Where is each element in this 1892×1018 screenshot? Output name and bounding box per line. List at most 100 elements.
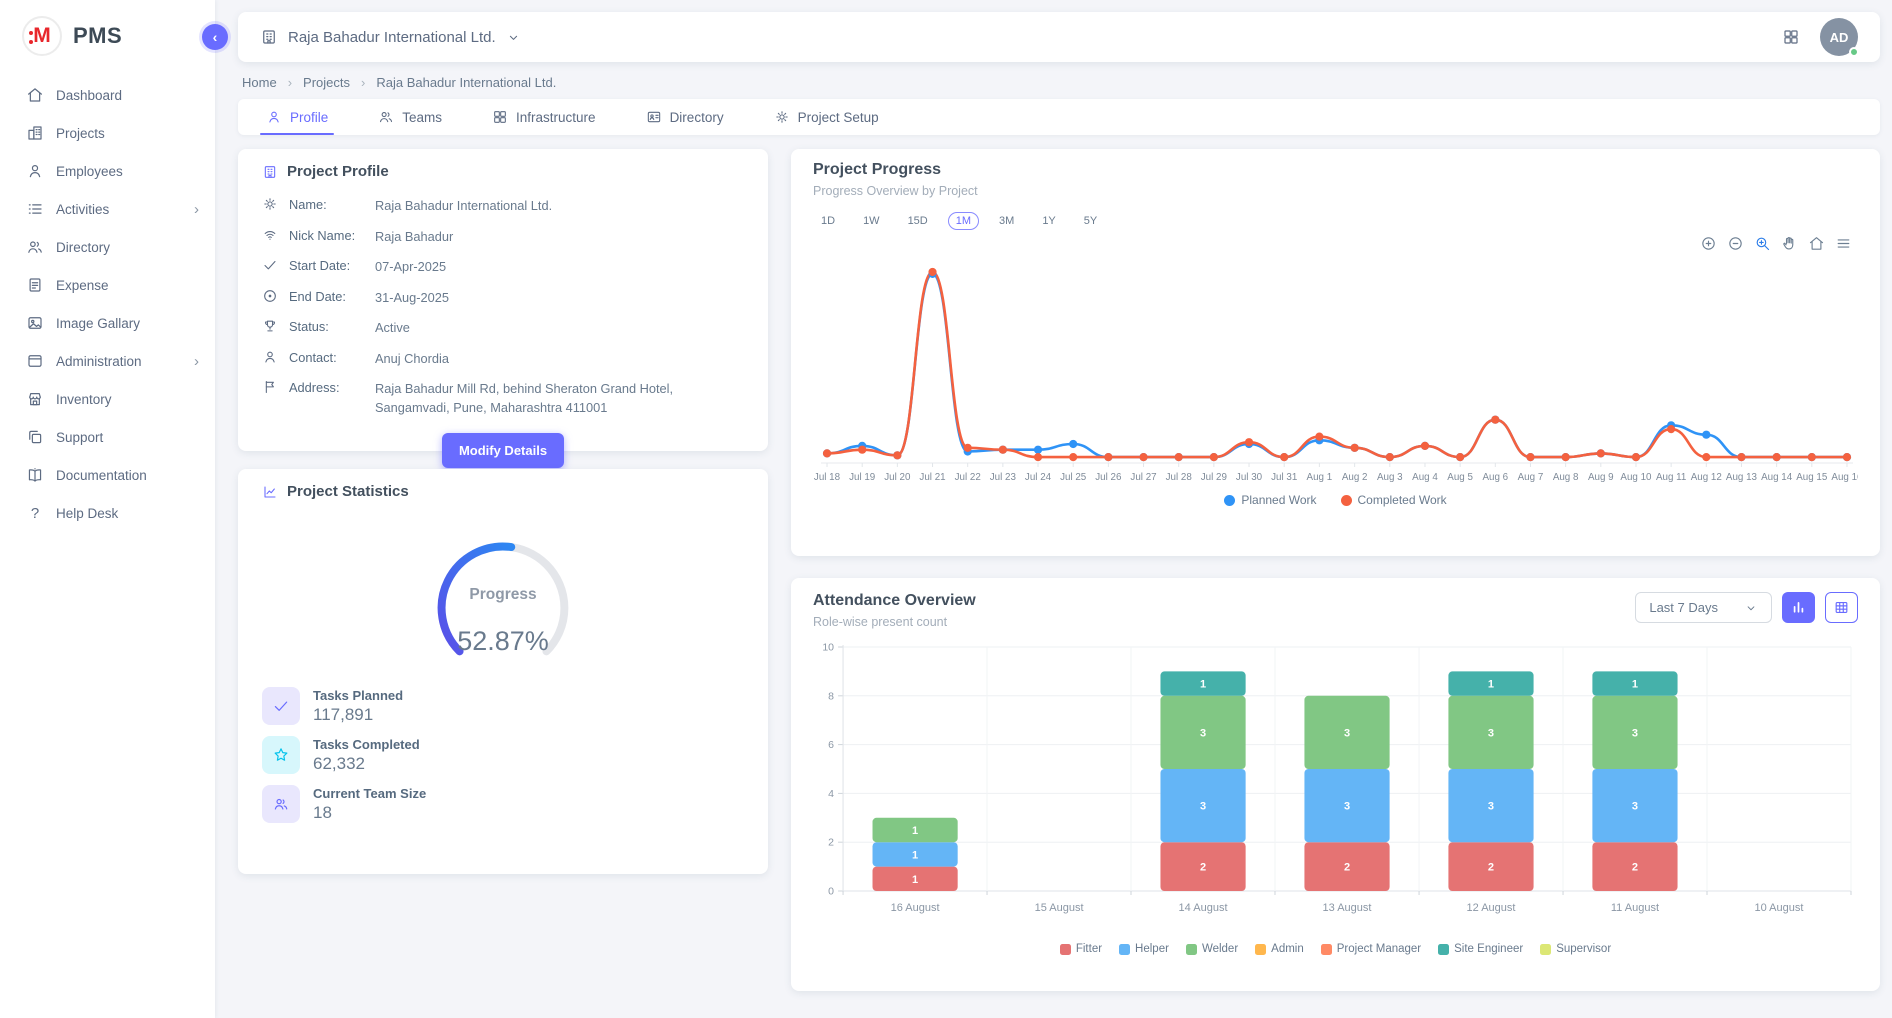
range-5y[interactable]: 5Y [1076, 212, 1105, 230]
sidebar-item-employees[interactable]: Employees [0, 152, 215, 190]
pan-hand-icon[interactable] [1781, 235, 1798, 252]
building-icon [262, 164, 278, 180]
svg-text:Jul 31: Jul 31 [1271, 472, 1297, 483]
svg-text:3: 3 [1200, 727, 1206, 739]
home-reset-icon[interactable] [1808, 235, 1825, 252]
legend-item[interactable]: Completed Work [1341, 493, 1447, 507]
app-logo-text: PMS [73, 23, 122, 49]
main-content: Raja Bahadur International Ltd. AD Home … [215, 0, 1892, 1018]
tab-teams[interactable]: Teams [378, 99, 442, 135]
legend-item[interactable]: Planned Work [1224, 493, 1316, 507]
table-icon [1833, 599, 1850, 616]
svg-text:Aug 6: Aug 6 [1482, 472, 1508, 483]
range-1d[interactable]: 1D [813, 212, 843, 230]
svg-text:Aug 9: Aug 9 [1588, 472, 1614, 483]
svg-text:Aug 16: Aug 16 [1831, 472, 1858, 483]
stats-card-title: Project Statistics [287, 483, 409, 500]
progress-gauge: Progress 52.87% [413, 524, 593, 676]
svg-text:1: 1 [1488, 679, 1494, 691]
sidebar-item-dashboard[interactable]: Dashboard [0, 76, 215, 114]
profile-field-end-date: End Date:31-Aug-2025 [262, 289, 744, 308]
breadcrumb-projects[interactable]: Projects [303, 75, 350, 90]
legend-item[interactable]: Admin [1255, 943, 1304, 955]
progress-card-title: Project Progress [813, 161, 1858, 179]
svg-text:Aug 14: Aug 14 [1761, 472, 1793, 483]
signal-icon [262, 227, 278, 243]
svg-text:Aug 15: Aug 15 [1796, 472, 1828, 483]
apps-grid-icon[interactable] [1782, 28, 1800, 46]
svg-text:Jul 23: Jul 23 [990, 472, 1017, 483]
tab-profile[interactable]: Profile [266, 99, 328, 135]
date-range-select[interactable]: Last 7 Days [1635, 592, 1772, 623]
svg-text:15 August: 15 August [1035, 902, 1084, 914]
tab-directory[interactable]: Directory [646, 99, 724, 135]
stat-tasks-completed: Tasks Completed62,332 [262, 736, 744, 774]
range-1y[interactable]: 1Y [1034, 212, 1063, 230]
svg-text:3: 3 [1344, 801, 1350, 813]
legend-swatch-icon [1321, 944, 1332, 955]
profile-field-status: Status:Active [262, 319, 744, 338]
footer: © 2025, by MARCO AIoT Technologies Pvt. … [791, 1013, 1880, 1018]
svg-text:Aug 2: Aug 2 [1342, 472, 1368, 483]
svg-text:3: 3 [1488, 801, 1494, 813]
flag-icon [262, 379, 278, 395]
tab-project-setup[interactable]: Project Setup [774, 99, 879, 135]
attendance-card-subtitle: Role-wise present count [813, 615, 976, 629]
chevron-right-icon: › [194, 202, 199, 217]
profile-field-nickname: Nick Name:Raja Bahadur [262, 228, 744, 247]
breadcrumb: Home › Projects › Raja Bahadur Internati… [242, 75, 1878, 90]
svg-text:2: 2 [828, 837, 834, 849]
sidebar-item-help-desk[interactable]: ?Help Desk [0, 494, 215, 532]
sidebar-item-expense[interactable]: Expense [0, 266, 215, 304]
svg-text:Jul 20: Jul 20 [884, 472, 911, 483]
user-icon [26, 162, 44, 180]
svg-text:2: 2 [1488, 862, 1494, 874]
legend-item[interactable]: Supervisor [1540, 943, 1611, 955]
range-1m[interactable]: 1M [948, 212, 979, 230]
app-logo[interactable]: M PMS [0, 0, 215, 70]
sidebar-item-image-gallery[interactable]: Image Gallary [0, 304, 215, 342]
table-view-toggle[interactable] [1825, 592, 1858, 623]
project-statistics-card: Project Statistics Progress [238, 469, 768, 874]
legend-item[interactable]: Project Manager [1321, 943, 1421, 955]
sidebar-item-directory[interactable]: Directory [0, 228, 215, 266]
sidebar-item-documentation[interactable]: Documentation [0, 456, 215, 494]
profile-field-name: Name:Raja Bahadur International Ltd. [262, 197, 744, 216]
user-avatar[interactable]: AD [1820, 18, 1858, 56]
company-selector[interactable]: Raja Bahadur International Ltd. [260, 28, 521, 46]
menu-icon[interactable] [1835, 235, 1852, 252]
range-1w[interactable]: 1W [855, 212, 888, 230]
tab-infrastructure[interactable]: Infrastructure [492, 99, 596, 135]
sidebar-item-projects[interactable]: Projects [0, 114, 215, 152]
modify-details-button[interactable]: Modify Details [442, 433, 564, 468]
sidebar-collapse-button[interactable]: ‹ [202, 24, 228, 50]
svg-text:3: 3 [1488, 727, 1494, 739]
selection-zoom-icon[interactable] [1754, 235, 1771, 252]
svg-text:Aug 5: Aug 5 [1447, 472, 1473, 483]
legend-item[interactable]: Welder [1186, 943, 1238, 955]
range-3m[interactable]: 3M [991, 212, 1022, 230]
trophy-icon [262, 318, 278, 334]
legend-item[interactable]: Fitter [1060, 943, 1102, 955]
bar-view-toggle[interactable] [1782, 592, 1815, 623]
zoom-out-icon[interactable] [1727, 235, 1744, 252]
window-icon [26, 352, 44, 370]
breadcrumb-home[interactable]: Home [242, 75, 277, 90]
app-root: M PMS Dashboard Projects Employees Activ… [0, 0, 1892, 1018]
svg-text:Aug 13: Aug 13 [1726, 472, 1758, 483]
chevron-down-icon [506, 30, 521, 45]
range-15d[interactable]: 15D [900, 212, 936, 230]
svg-text:10 August: 10 August [1754, 902, 1803, 914]
sidebar-item-activities[interactable]: Activities› [0, 190, 215, 228]
legend-item[interactable]: Site Engineer [1438, 943, 1523, 955]
sidebar-item-inventory[interactable]: Inventory [0, 380, 215, 418]
sidebar-item-administration[interactable]: Administration› [0, 342, 215, 380]
breadcrumb-current: Raja Bahadur International Ltd. [376, 75, 556, 90]
legend-item[interactable]: Helper [1119, 943, 1169, 955]
zoom-in-icon[interactable] [1700, 235, 1717, 252]
svg-text:Aug 11: Aug 11 [1656, 472, 1686, 483]
line-chart-legend: Planned Work Completed Work [813, 493, 1858, 507]
svg-text:Jul 30: Jul 30 [1236, 472, 1263, 483]
legend-swatch-icon [1540, 944, 1551, 955]
sidebar-item-support[interactable]: Support [0, 418, 215, 456]
